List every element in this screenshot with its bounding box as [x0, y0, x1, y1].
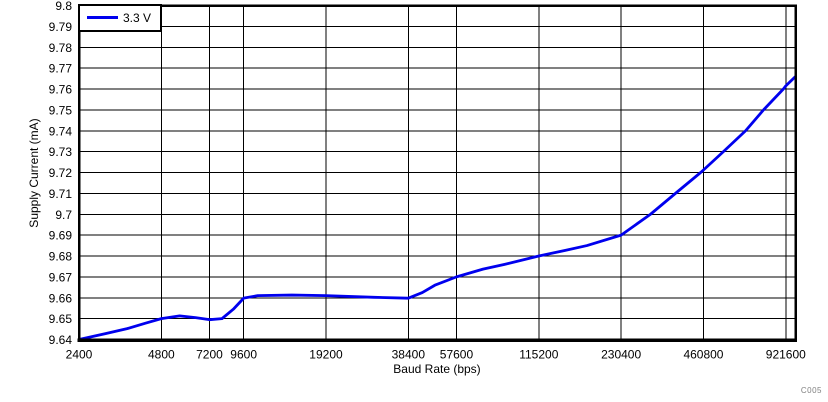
- x-tick-label: 19200: [309, 348, 343, 362]
- y-tick-label: 9.74: [49, 124, 73, 138]
- x-tick-label: 38400: [392, 348, 426, 362]
- y-tick-label: 9.66: [49, 291, 73, 305]
- y-tick-label: 9.7: [55, 208, 72, 222]
- x-tick-label: 7200: [196, 348, 223, 362]
- x-tick-label: 2400: [66, 348, 93, 362]
- y-tick-label: 9.75: [49, 103, 73, 117]
- figure-code: C005: [800, 386, 822, 395]
- y-tick-label: 9.68: [49, 250, 73, 264]
- series-line: [77, 75, 797, 341]
- legend: 3.3 V: [78, 4, 163, 32]
- y-tick-label: 9.79: [49, 20, 73, 34]
- y-tick-label: 9.76: [49, 83, 73, 97]
- y-tick-label: 9.64: [49, 333, 73, 347]
- x-tick-label: 57600: [440, 348, 474, 362]
- y-tick-label: 9.72: [49, 166, 73, 180]
- x-tick-label: 4800: [148, 348, 175, 362]
- legend-line-swatch: [87, 16, 118, 19]
- y-tick-label: 9.73: [49, 145, 73, 159]
- x-tick-label: 230400: [601, 348, 641, 362]
- x-tick-label: 115200: [519, 348, 558, 362]
- y-tick-label: 9.67: [49, 270, 73, 284]
- y-tick-label: 9.78: [49, 41, 73, 55]
- x-axis-title: Baud Rate (bps): [393, 362, 481, 376]
- y-tick-label: 9.8: [55, 0, 72, 13]
- y-tick-label: 9.65: [49, 312, 73, 326]
- x-tick-label: 460800: [683, 348, 723, 362]
- legend-label: 3.3 V: [123, 10, 152, 25]
- y-tick-label: 9.77: [49, 62, 73, 76]
- x-tick-label: 9600: [230, 348, 257, 362]
- x-tick-label: 921600: [766, 348, 806, 362]
- y-tick-label: 9.71: [49, 187, 73, 201]
- y-tick-label: 9.69: [49, 229, 73, 243]
